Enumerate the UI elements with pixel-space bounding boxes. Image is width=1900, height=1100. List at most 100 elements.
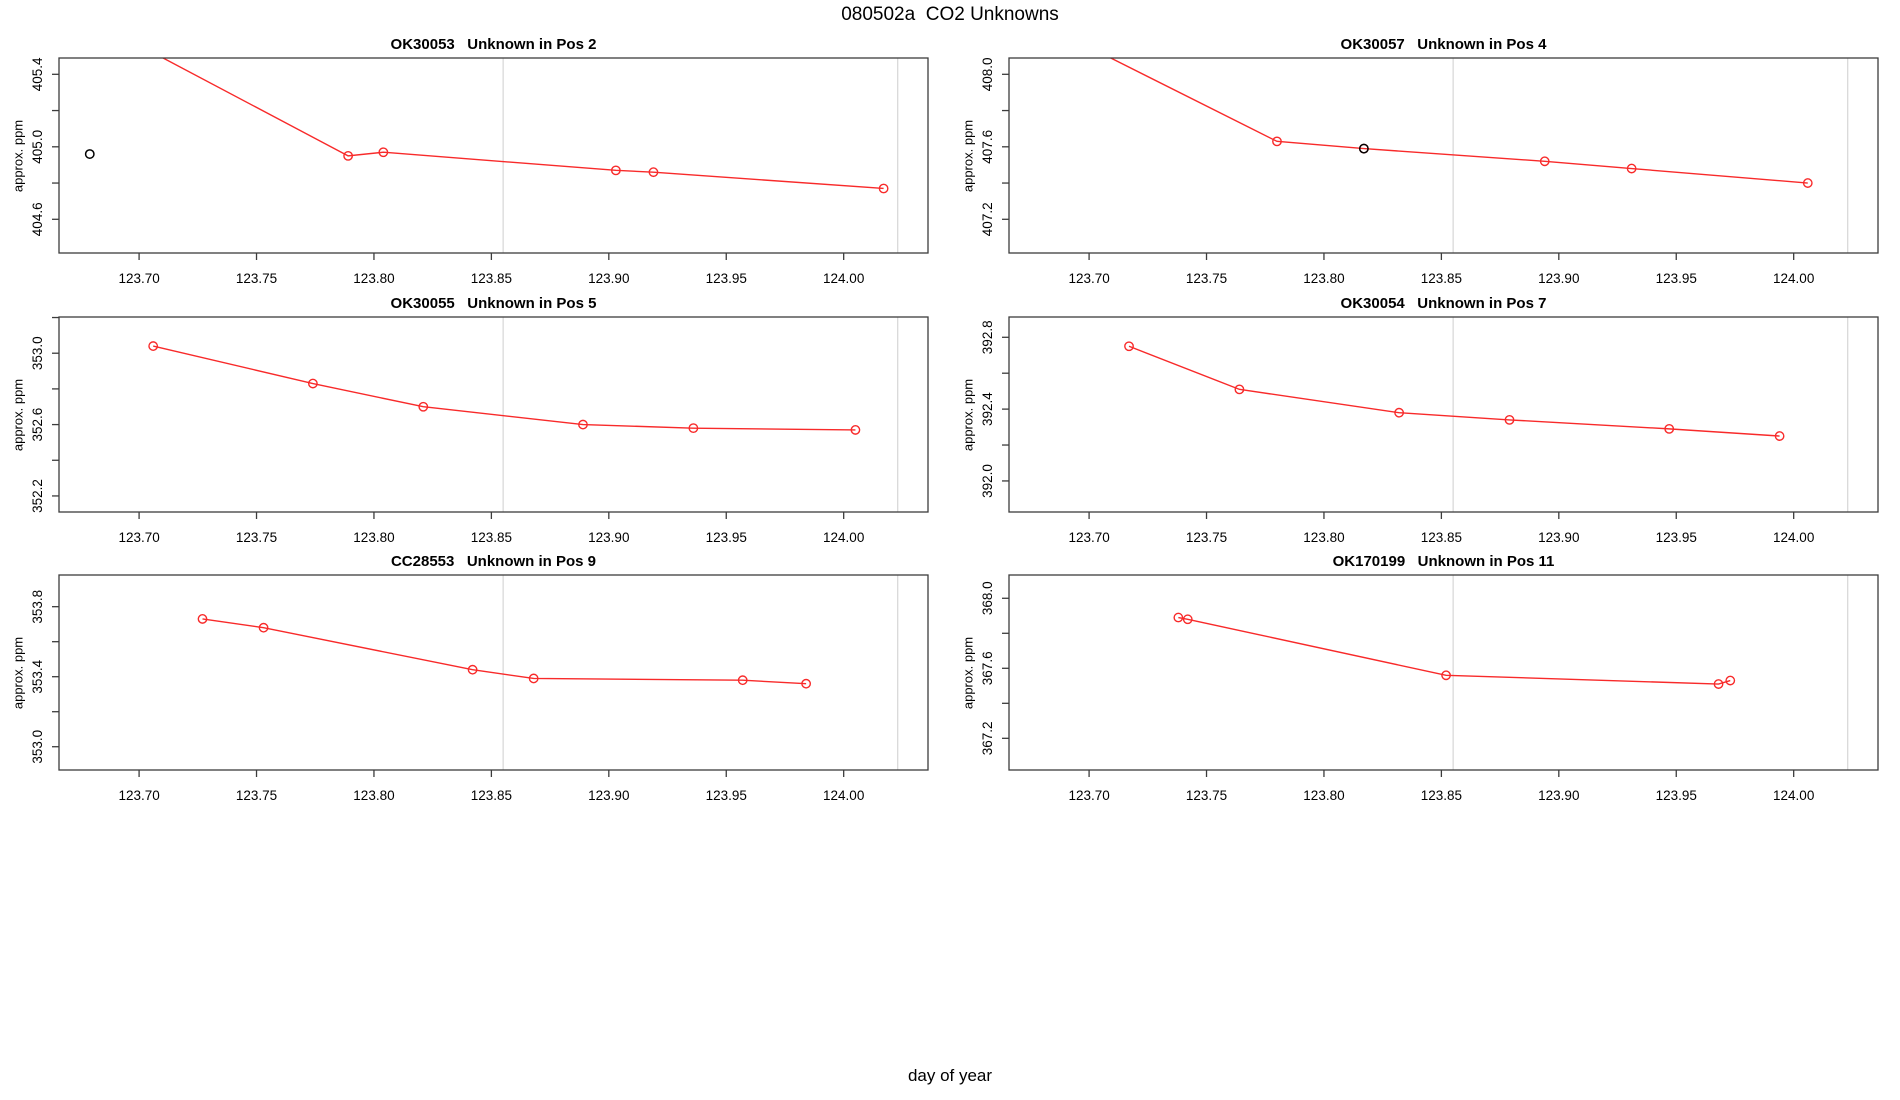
plot-frame — [1008, 316, 1879, 513]
data-point-marker — [307, 378, 318, 389]
highlight-point-marker — [1358, 143, 1369, 154]
panel-title-3: OK30055 Unknown in Pos 5 — [390, 295, 597, 312]
y-tick-label: 404.6 — [30, 202, 45, 236]
x-tick-label: 123.95 — [706, 788, 747, 803]
plot-frame — [58, 574, 929, 771]
data-point-marker — [1124, 341, 1134, 352]
data-point-marker — [1774, 431, 1785, 441]
data-point-marker — [148, 341, 159, 351]
y-tick-label: 353.0 — [30, 336, 45, 370]
y-tick-label: 368.0 — [980, 581, 995, 615]
data-point-marker — [418, 401, 429, 412]
y-tick-label: 352.6 — [30, 408, 45, 442]
series-group — [1173, 612, 1736, 689]
data-point-marker — [1394, 407, 1405, 418]
series-group — [148, 341, 861, 435]
x-tick-label: 123.80 — [1303, 271, 1344, 286]
x-tick-label: 124.00 — [1773, 271, 1814, 286]
x-tick-label: 123.70 — [118, 530, 159, 545]
panel-plot-6: 123.70 123.75 123.80 123.85 123.90 123.95 124.… — [980, 574, 1879, 803]
x-tick-label: 123.80 — [353, 788, 394, 803]
data-point-marker — [1664, 423, 1675, 434]
x-tick-label: 123.90 — [1538, 788, 1579, 803]
data-point-marker — [578, 419, 588, 430]
panel-plot-3: 123.70 123.75 123.80 123.85 123.90 123.95 124.… — [30, 316, 929, 545]
y-tick-label: 392.4 — [980, 392, 995, 426]
data-point-marker — [258, 622, 269, 633]
x-tick-label: 123.90 — [1538, 530, 1579, 545]
y-tick-label: 405.0 — [30, 130, 45, 164]
x-tick-label: 123.95 — [706, 530, 747, 545]
x-tick-label: 123.85 — [1421, 271, 1462, 286]
data-point-marker — [1182, 614, 1193, 625]
x-tick-label: 123.90 — [588, 530, 629, 545]
panel-plot-5: 123.70 123.75 123.80 123.85 123.90 123.95 124.… — [30, 574, 929, 803]
x-tick-label: 124.00 — [1773, 530, 1814, 545]
data-point-marker — [648, 167, 659, 178]
series-line — [1178, 616, 1731, 685]
data-point-marker — [467, 664, 478, 675]
plot-frame — [1008, 57, 1879, 254]
x-tick-label: 123.90 — [588, 271, 629, 286]
x-tick-label: 123.95 — [1656, 788, 1697, 803]
data-point-marker — [801, 678, 812, 689]
x-tick-label: 123.70 — [1068, 271, 1109, 286]
data-point-marker — [197, 614, 208, 624]
y-tick-label: 407.6 — [980, 130, 995, 164]
x-tick-label: 123.80 — [353, 530, 394, 545]
data-point-marker — [1539, 156, 1550, 167]
y-tick-label: 353.8 — [30, 590, 45, 624]
series-line — [1109, 58, 1808, 184]
series-group — [84, 41, 889, 194]
x-tick-label: 123.95 — [706, 271, 747, 286]
y-tick-label: 392.0 — [980, 464, 995, 498]
panel-plot-2: 123.70 123.75 123.80 123.85 123.90 123.95 124.… — [980, 43, 1879, 286]
y-tick-label: 367.6 — [980, 651, 995, 685]
x-tick-label: 123.85 — [1421, 530, 1462, 545]
panel-title-4: OK30054 Unknown in Pos 7 — [1340, 295, 1547, 312]
panel-title-6: OK170199 Unknown in Pos 11 — [1332, 553, 1555, 570]
x-tick-label: 123.85 — [1421, 788, 1462, 803]
series-line — [202, 618, 807, 685]
x-tick-label: 123.75 — [1186, 271, 1227, 286]
y-axis-label: approx. ppm — [10, 636, 26, 709]
x-tick-label: 123.80 — [353, 271, 394, 286]
y-tick-label: 367.2 — [980, 721, 995, 755]
data-point-marker — [1441, 670, 1451, 681]
panel-title-5: CC28553 Unknown in Pos 9 — [390, 553, 597, 570]
plot-frame — [58, 316, 929, 513]
data-point-marker — [1173, 612, 1184, 623]
x-tick-label: 123.75 — [1186, 530, 1227, 545]
x-tick-label: 123.80 — [1303, 788, 1344, 803]
panel-title-1: OK30053 Unknown in Pos 2 — [390, 36, 597, 53]
data-point-marker — [1085, 43, 1093, 51]
y-tick-label: 392.8 — [980, 320, 995, 354]
x-tick-label: 123.85 — [471, 788, 512, 803]
x-tick-label: 123.95 — [1656, 271, 1697, 286]
series-line — [1128, 345, 1780, 437]
x-tick-label: 124.00 — [823, 271, 864, 286]
x-tick-label: 123.70 — [1068, 788, 1109, 803]
x-tick-label: 123.85 — [471, 530, 512, 545]
series-group — [1124, 341, 1785, 441]
y-tick-label: 353.4 — [30, 659, 45, 693]
x-tick-label: 123.70 — [118, 271, 159, 286]
x-tick-label: 123.75 — [236, 271, 277, 286]
y-tick-label: 352.2 — [30, 479, 45, 513]
data-point-marker — [1504, 414, 1515, 425]
data-point-marker — [135, 41, 143, 49]
series-line — [161, 58, 884, 190]
y-tick-label: 407.2 — [980, 202, 995, 236]
x-tick-label: 123.70 — [118, 788, 159, 803]
x-tick-label: 123.90 — [1538, 271, 1579, 286]
panel-plot-1: 123.70 123.75 123.80 123.85 123.90 123.95 124.… — [30, 41, 929, 286]
x-tick-label: 123.90 — [588, 788, 629, 803]
plot-frame — [1008, 574, 1879, 771]
plot-frame — [58, 57, 929, 254]
series-group — [197, 614, 812, 689]
x-axis-label: day of year — [907, 1066, 993, 1085]
data-point-marker — [737, 675, 748, 686]
x-tick-label: 123.95 — [1656, 530, 1697, 545]
y-axis-label: approx. ppm — [10, 119, 26, 192]
panel-plot-4: 123.70 123.75 123.80 123.85 123.90 123.95 124.… — [980, 316, 1879, 545]
